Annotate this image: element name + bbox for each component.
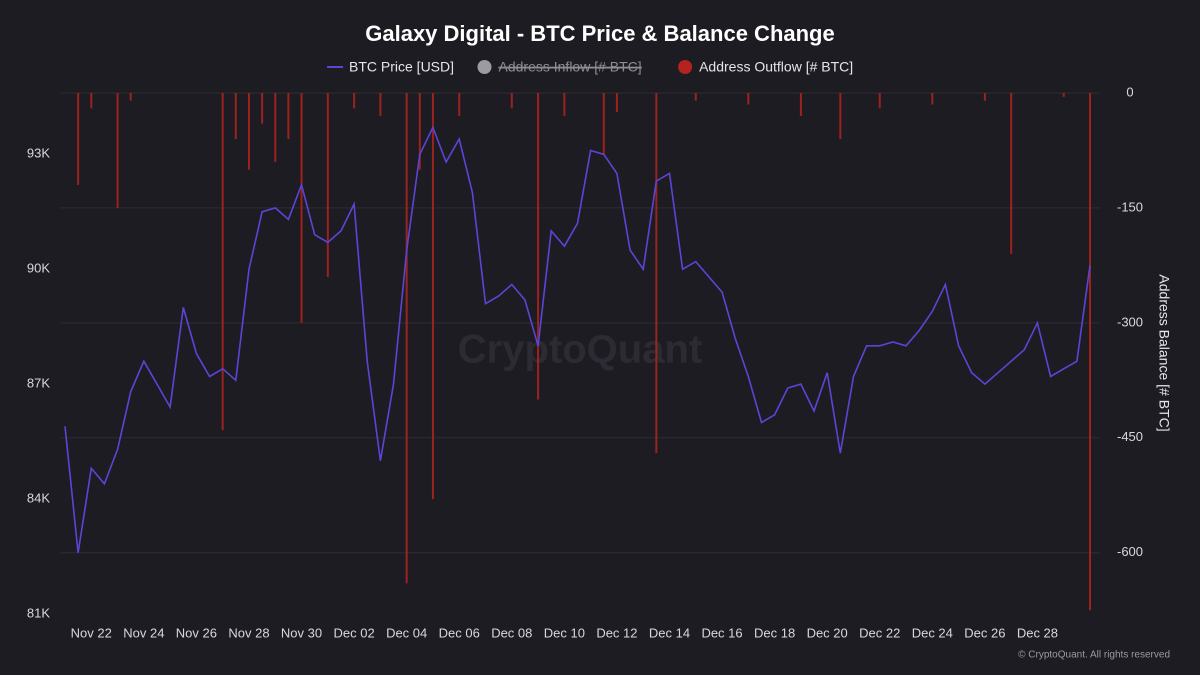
x-tick-label: Nov 22 — [71, 625, 112, 640]
x-tick-label: Nov 30 — [281, 625, 322, 640]
x-tick-label: Dec 06 — [439, 625, 480, 640]
y-tick-label: 84K — [27, 491, 50, 506]
outflow-bar — [839, 93, 842, 139]
outflow-bar — [326, 93, 329, 277]
outflow-bar — [747, 93, 750, 105]
x-tick-label: Dec 18 — [754, 625, 795, 640]
outflow-bar — [931, 93, 934, 105]
x-tick-label: Dec 24 — [912, 625, 953, 640]
y2-tick-label: 0 — [1126, 84, 1133, 99]
outflow-bar — [129, 93, 132, 101]
x-tick-label: Dec 22 — [859, 625, 900, 640]
x-tick-label: Dec 02 — [334, 625, 375, 640]
outflow-bar — [353, 93, 356, 109]
outflow-bar — [510, 93, 513, 109]
outflow-bar — [247, 93, 250, 170]
y2-tick-label: -300 — [1117, 314, 1143, 329]
outflow-bar — [563, 93, 566, 116]
outflow-bar — [116, 93, 119, 208]
x-tick-label: Nov 26 — [176, 625, 217, 640]
legend-label: Address Outflow [# BTC] — [699, 59, 853, 75]
x-tick-label: Nov 28 — [228, 625, 269, 640]
x-tick-label: Nov 24 — [123, 625, 164, 640]
outflow-bar — [694, 93, 697, 101]
outflow-bar — [615, 93, 618, 113]
outflow-bar — [655, 93, 658, 454]
y2-tick-label: -450 — [1117, 429, 1143, 444]
x-tick-label: Dec 20 — [807, 625, 848, 640]
x-tick-label: Dec 12 — [596, 625, 637, 640]
outflow-bar — [405, 93, 408, 584]
outflow-bar — [379, 93, 382, 116]
outflow-bar — [983, 93, 986, 101]
outflow-bar — [77, 93, 80, 185]
outflow-bar — [799, 93, 802, 116]
outflow-bar — [458, 93, 461, 116]
y-tick-label: 87K — [27, 376, 50, 391]
y2-tick-label: -150 — [1117, 199, 1143, 214]
outflow-bar — [300, 93, 303, 323]
legend-swatch — [477, 60, 492, 74]
outflow-bar — [1089, 93, 1091, 611]
chart-title: Galaxy Digital - BTC Price & Balance Cha… — [365, 21, 834, 46]
x-tick-label: Dec 28 — [1017, 625, 1058, 640]
outflow-bar — [90, 93, 93, 109]
watermark: CryptoQuant — [458, 328, 702, 372]
outflow-bar — [878, 93, 881, 109]
legend-label: BTC Price [USD] — [349, 59, 454, 75]
y-tick-label: 93K — [27, 146, 50, 161]
x-tick-label: Dec 14 — [649, 625, 690, 640]
outflow-bar — [431, 93, 434, 500]
x-tick-label: Dec 26 — [964, 625, 1005, 640]
outflow-bar — [1010, 93, 1013, 254]
outflow-bar — [537, 93, 540, 400]
price-line — [64, 125, 1091, 553]
y2-axis-label: Address Balance [# BTC] — [1156, 274, 1172, 431]
legend-label: Address Inflow [# BTC] — [499, 59, 642, 75]
outflow-bar — [234, 93, 237, 139]
outflow-bar — [274, 93, 277, 162]
outflow-bar — [602, 93, 605, 155]
outflow-bar — [1062, 93, 1065, 97]
footer: © CryptoQuant. All rights reserved — [1018, 650, 1170, 661]
outflow-bar — [418, 93, 421, 170]
legend-swatch — [678, 60, 693, 74]
x-tick-label: Dec 04 — [386, 625, 427, 640]
x-tick-label: Dec 08 — [491, 625, 532, 640]
y2-tick-label: -600 — [1117, 544, 1143, 559]
y-tick-label: 81K — [27, 605, 50, 620]
y-tick-label: 90K — [27, 261, 50, 276]
x-tick-label: Dec 16 — [701, 625, 742, 640]
outflow-bar — [287, 93, 290, 139]
outflow-bar — [261, 93, 264, 124]
outflow-bar — [221, 93, 224, 431]
x-tick-label: Dec 10 — [544, 625, 585, 640]
